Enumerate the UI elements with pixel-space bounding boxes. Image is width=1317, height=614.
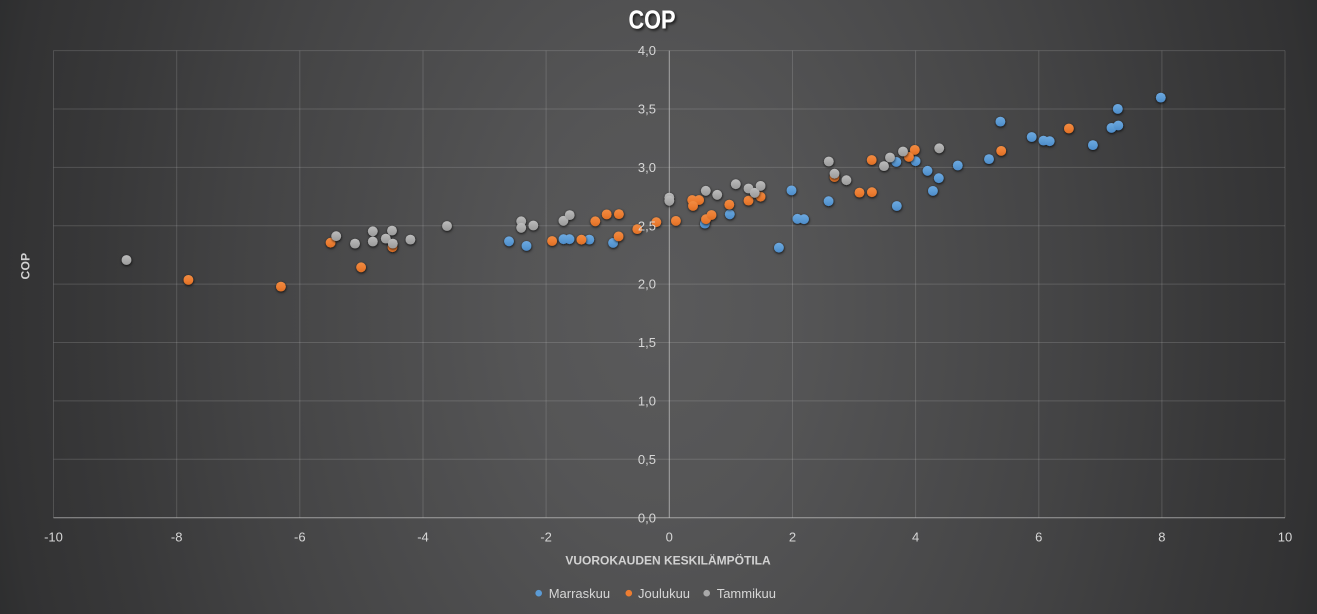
svg-text:0: 0 (666, 530, 673, 545)
svg-text:3,0: 3,0 (638, 160, 656, 175)
svg-text:-4: -4 (417, 530, 429, 545)
svg-text:Joulukuu: Joulukuu (638, 586, 690, 601)
svg-text:10: 10 (1278, 530, 1292, 545)
svg-text:6: 6 (1035, 530, 1042, 545)
svg-text:1,5: 1,5 (638, 335, 656, 350)
svg-text:3,5: 3,5 (638, 102, 656, 117)
svg-text:8: 8 (1158, 530, 1165, 545)
svg-text:4,0: 4,0 (638, 43, 656, 58)
svg-text:COP: COP (19, 253, 33, 280)
svg-text:Marraskuu: Marraskuu (549, 586, 610, 601)
svg-text:1,0: 1,0 (638, 394, 656, 409)
svg-text:-10: -10 (44, 530, 63, 545)
svg-text:0,0: 0,0 (638, 510, 656, 525)
svg-text:-2: -2 (540, 530, 552, 545)
svg-text:0,5: 0,5 (638, 452, 656, 467)
svg-text:2: 2 (789, 530, 796, 545)
svg-text:VUOROKAUDEN KESKILÄMPÖTILA: VUOROKAUDEN KESKILÄMPÖTILA (565, 553, 771, 568)
svg-text:2,0: 2,0 (638, 277, 656, 292)
svg-text:COP: COP (629, 7, 676, 35)
svg-text:-6: -6 (294, 530, 306, 545)
svg-text:Tammikuu: Tammikuu (717, 586, 776, 601)
svg-text:2,5: 2,5 (638, 218, 656, 233)
svg-text:4: 4 (912, 530, 919, 545)
svg-text:-8: -8 (171, 530, 183, 545)
